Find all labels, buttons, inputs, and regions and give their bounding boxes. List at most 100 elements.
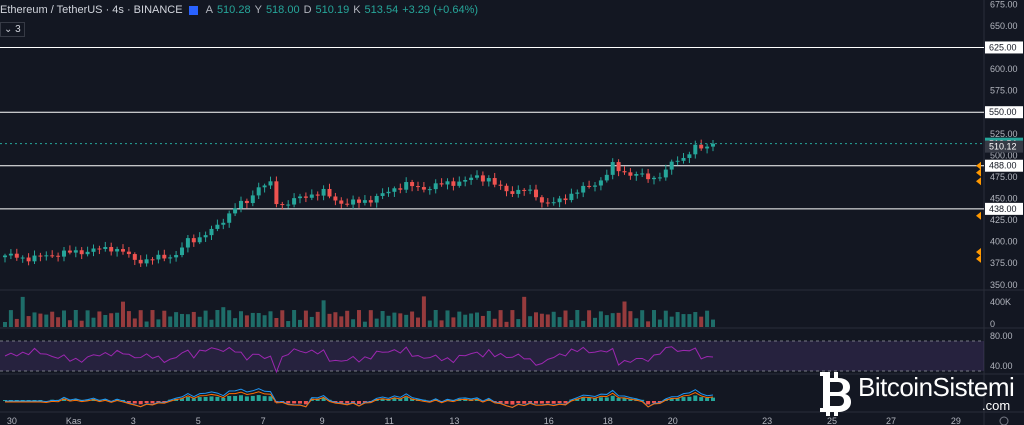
volume-bar [374, 318, 379, 327]
candle-body [598, 180, 603, 186]
volume-bar [3, 322, 7, 327]
volume-bar [256, 313, 261, 327]
volume-bar [8, 310, 13, 327]
candle-body [321, 188, 326, 196]
volume-bar [38, 313, 43, 327]
macd-histogram-bar [693, 395, 698, 401]
volume-bar [421, 296, 426, 327]
volume-bar [705, 310, 710, 327]
volume-bar [315, 311, 320, 327]
volume-bar [274, 318, 279, 327]
macd-histogram-bar [362, 401, 367, 403]
time-tick-label: 20 [668, 416, 678, 425]
candle-body [380, 193, 385, 196]
volume-bar [451, 317, 456, 327]
level-price-label: 488.00 [989, 161, 1017, 171]
high-label: Y [254, 4, 262, 16]
time-tick-label: 18 [603, 416, 613, 425]
candle-body [298, 196, 302, 199]
rsi-line [4, 346, 714, 374]
candle-body [203, 235, 208, 238]
time-tick-label: 27 [886, 416, 896, 425]
macd-histogram-bar [598, 397, 603, 401]
candle-body [168, 257, 173, 259]
volume-bar [646, 321, 651, 327]
macd-histogram-bar [250, 395, 255, 401]
macd-histogram-bar [504, 401, 509, 404]
volume-bar [156, 319, 161, 327]
volume-bar [280, 310, 285, 327]
candle-body [244, 200, 249, 204]
volume-bar [416, 317, 420, 327]
volume-bar [380, 311, 385, 327]
symbol-label[interactable]: Ethereum / TetherUS · 4s · BINANCE [0, 4, 183, 16]
volume-bar [569, 320, 574, 327]
candle-body [445, 181, 450, 185]
candle-body [357, 199, 361, 203]
price-tick-label: 675.00 [990, 0, 1018, 9]
alert-marker-icon [976, 168, 981, 177]
volume-bar [711, 319, 715, 327]
candle-body [14, 253, 19, 258]
volume-bar [115, 312, 120, 327]
indicator-toggle[interactable]: ⌄ 3 [0, 22, 25, 37]
macd-histogram-bar [534, 401, 538, 404]
volume-bar [498, 310, 503, 327]
volume-bar [67, 320, 72, 327]
candle-body [433, 183, 438, 190]
volume-bar [174, 312, 179, 327]
macd-histogram-bar [510, 401, 515, 405]
flag-icon[interactable] [188, 5, 198, 15]
candle-body [286, 204, 291, 206]
volume-bar [126, 311, 131, 327]
volume-bar [587, 310, 592, 327]
candle-body [250, 195, 255, 204]
macd-histogram-bar [144, 401, 149, 404]
volume-tick-label: 0 [990, 319, 995, 329]
macd-histogram-bar [652, 401, 656, 403]
time-tick-label: 5 [196, 416, 201, 425]
candle-body [439, 183, 444, 185]
candle-body [91, 248, 96, 252]
candle-body [79, 250, 84, 255]
watermark-name: BitcoinSistemi [858, 372, 1015, 402]
volume-bar [168, 316, 173, 327]
candle-body [657, 177, 662, 179]
second-price-tag [985, 140, 1023, 153]
time-tick-label: Kas [66, 416, 82, 425]
volume-bar [103, 314, 108, 327]
volume-bar [132, 318, 137, 327]
volume-bar [180, 313, 184, 327]
time-tick-label: 16 [544, 416, 554, 425]
volume-bar [634, 318, 639, 327]
price-tick-label: 450.00 [990, 194, 1018, 204]
volume-bar [233, 318, 238, 327]
macd-histogram-bar [616, 397, 621, 401]
candle-body [634, 173, 639, 176]
volume-bar [622, 301, 627, 327]
volume-bar [62, 310, 66, 327]
volume-bar [368, 310, 373, 327]
watermark-tld: .com [982, 398, 1011, 413]
candle-body [26, 257, 31, 262]
second-price-label: 510.12 [989, 142, 1017, 152]
volume-bar [463, 314, 468, 327]
candle-body [115, 249, 120, 252]
volume-bar [581, 320, 586, 327]
candle-body [640, 173, 645, 175]
chart-header: Ethereum / TetherUS · 4s · BINANCE A 510.… [0, 4, 478, 16]
volume-bar [593, 317, 597, 327]
candle-body [498, 184, 503, 186]
candle-body [191, 238, 196, 243]
macd-histogram-bar [351, 401, 356, 403]
candle-body [185, 238, 190, 248]
volume-bar [410, 311, 415, 327]
candle-body [475, 175, 479, 178]
macd-histogram-bar [545, 401, 550, 404]
volume-bar [14, 318, 19, 327]
macd-histogram-bar [298, 401, 302, 404]
volume-bar [392, 312, 397, 327]
volume-bar [445, 310, 450, 327]
macd-histogram-bar [404, 397, 409, 401]
